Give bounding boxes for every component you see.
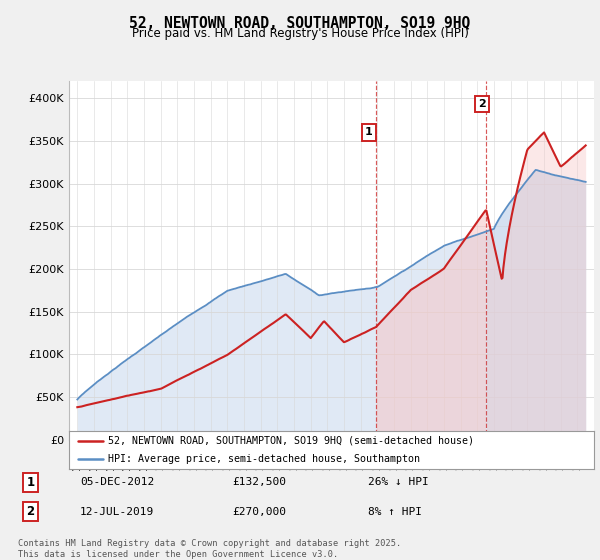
Text: 2: 2: [478, 99, 486, 109]
Text: 8% ↑ HPI: 8% ↑ HPI: [368, 507, 422, 516]
Text: 12-JUL-2019: 12-JUL-2019: [80, 507, 154, 516]
Text: Price paid vs. HM Land Registry's House Price Index (HPI): Price paid vs. HM Land Registry's House …: [131, 27, 469, 40]
Text: 26% ↓ HPI: 26% ↓ HPI: [368, 477, 428, 487]
Text: £270,000: £270,000: [232, 507, 286, 516]
Text: 52, NEWTOWN ROAD, SOUTHAMPTON, SO19 9HQ: 52, NEWTOWN ROAD, SOUTHAMPTON, SO19 9HQ: [130, 16, 470, 31]
Text: 1: 1: [365, 128, 373, 137]
Text: 05-DEC-2012: 05-DEC-2012: [80, 477, 154, 487]
Text: 52, NEWTOWN ROAD, SOUTHAMPTON, SO19 9HQ (semi-detached house): 52, NEWTOWN ROAD, SOUTHAMPTON, SO19 9HQ …: [109, 436, 475, 446]
Text: HPI: Average price, semi-detached house, Southampton: HPI: Average price, semi-detached house,…: [109, 454, 421, 464]
Text: £132,500: £132,500: [232, 477, 286, 487]
Text: 1: 1: [26, 476, 34, 489]
Text: Contains HM Land Registry data © Crown copyright and database right 2025.
This d: Contains HM Land Registry data © Crown c…: [18, 539, 401, 559]
Text: 2: 2: [26, 505, 34, 518]
